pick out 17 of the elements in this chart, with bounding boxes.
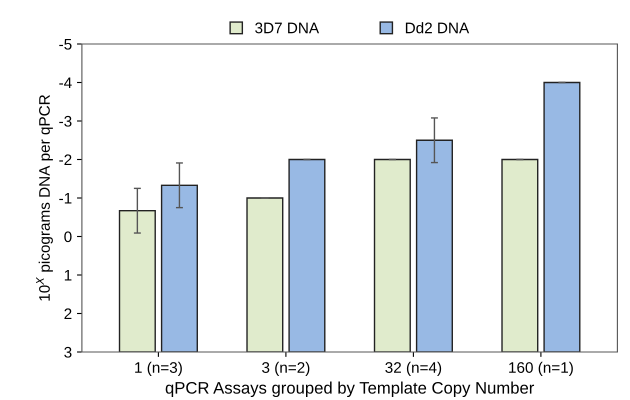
- y-axis-title: 10$^{X}$ picograms DNA per qPCR: [36, 95, 53, 301]
- legend-label: 3D7 DNA: [255, 22, 320, 34]
- y-tick-label: -1: [59, 193, 72, 204]
- y-tick-label: 0: [64, 231, 72, 242]
- y-tick-label: -4: [59, 78, 72, 88]
- x-tick-label: 1 (n=3): [135, 362, 182, 376]
- y-tick-label: -2: [59, 154, 72, 166]
- x-axis-title: qPCR Assays grouped by Template Copy Number: [166, 382, 534, 398]
- legend-label: Dd2 DNA: [406, 22, 470, 34]
- y-tick-label: 3: [64, 346, 72, 358]
- x-tick-label: 32 (n=4): [385, 362, 442, 376]
- y-tick-label: -3: [59, 116, 72, 127]
- y-tick-label: 1: [64, 270, 72, 281]
- y-tick-label: -5: [59, 39, 72, 50]
- x-tick-label: 160 (n=1): [509, 362, 573, 376]
- x-tick-label: 3 (n=2): [262, 362, 310, 376]
- y-tick-label: 2: [64, 308, 72, 320]
